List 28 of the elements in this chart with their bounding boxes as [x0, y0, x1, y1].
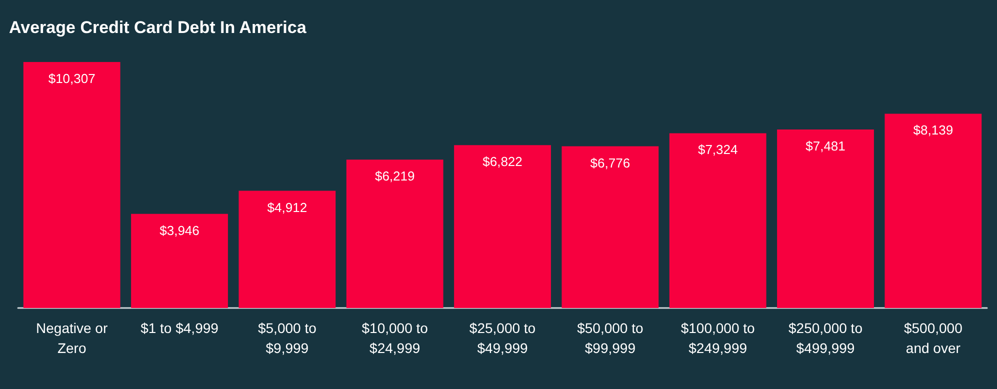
bar: [669, 133, 766, 308]
x-tick-label: $25,000 to $49,999: [469, 320, 536, 356]
bar: [346, 160, 444, 308]
data-label: $6,219: [374, 168, 415, 184]
data-label: $8,139: [913, 122, 954, 138]
data-label: $7,481: [806, 138, 846, 154]
data-label: $6,776: [590, 155, 630, 170]
bar: [454, 145, 551, 308]
bar: [238, 190, 336, 308]
chart-title: Average Credit Card Debt In America: [9, 18, 307, 37]
data-label: $6,822: [482, 154, 522, 170]
x-tick-label: Negative or Zero: [36, 320, 108, 356]
data-label: $7,324: [698, 142, 738, 158]
x-tick-label: $5,000 to $9,999: [258, 320, 317, 356]
data-label: $3,946: [160, 222, 200, 238]
data-label: $4,912: [267, 200, 308, 215]
bar: [777, 129, 874, 308]
x-tick-label: $50,000 to $99,999: [577, 320, 644, 356]
bar: [23, 62, 120, 308]
bar: [884, 114, 982, 308]
data-label: $10,307: [48, 71, 96, 86]
bar: [131, 214, 228, 308]
x-tick-label: $500,000 and over: [904, 320, 963, 356]
x-tick-label: $10,000 to $24,999: [362, 320, 428, 356]
bar: [562, 146, 659, 308]
x-tick-label: $100,000 to $249,999: [680, 320, 756, 356]
x-tick-label: $250,000 to $499,999: [788, 320, 863, 356]
x-tick-label: $1 to $4,999: [140, 320, 219, 336]
